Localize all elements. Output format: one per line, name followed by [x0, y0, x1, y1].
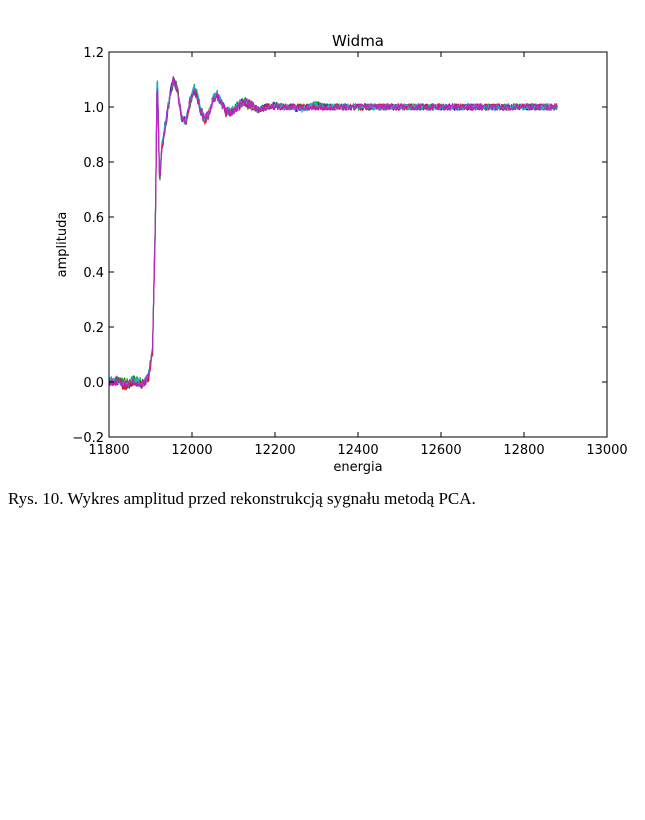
- series-line-2: [108, 78, 558, 386]
- y-tick-label: 1.2: [83, 46, 104, 61]
- x-tick-label: 12200: [254, 443, 295, 458]
- x-tick-label: 12800: [503, 443, 544, 458]
- figure: Widma 11800 12000 12200 12400 12600 12800 1300…: [55, 32, 628, 475]
- y-tick-label: 0.0: [83, 376, 104, 391]
- x-axis-title: energia: [333, 460, 382, 475]
- ticks-layer: 11800 12000 12200 12400 12600 12800 13000 −0.2 0…: [72, 46, 627, 458]
- series-line-4: [108, 79, 558, 388]
- x-tick-label: 11800: [88, 443, 129, 458]
- x-tick-label: 12000: [171, 443, 212, 458]
- y-axis-title: amplituda: [55, 212, 70, 278]
- x-tick-label: 12600: [420, 443, 461, 458]
- y-tick-label: 0.8: [83, 156, 104, 171]
- chart-title: Widma: [332, 32, 384, 50]
- y-tick-label: 0.6: [83, 211, 104, 226]
- y-tick-label: 0.2: [83, 321, 104, 336]
- x-tick-label: 12400: [337, 443, 378, 458]
- series-line-5: [108, 76, 558, 388]
- series-line-3: [108, 78, 558, 391]
- y-tick-label: 1.0: [83, 101, 104, 116]
- x-tick-label: 13000: [586, 443, 627, 458]
- series-line-1: [108, 76, 558, 389]
- y-tick-label: 0.4: [83, 266, 104, 281]
- figure-caption: Rys. 10. Wykres amplitud przed rekonstru…: [8, 489, 476, 508]
- series-layer: [108, 76, 558, 391]
- y-tick-label: −0.2: [72, 431, 104, 446]
- chart: Widma 11800 12000 12200 12400 12600 12800 1300…: [55, 32, 628, 475]
